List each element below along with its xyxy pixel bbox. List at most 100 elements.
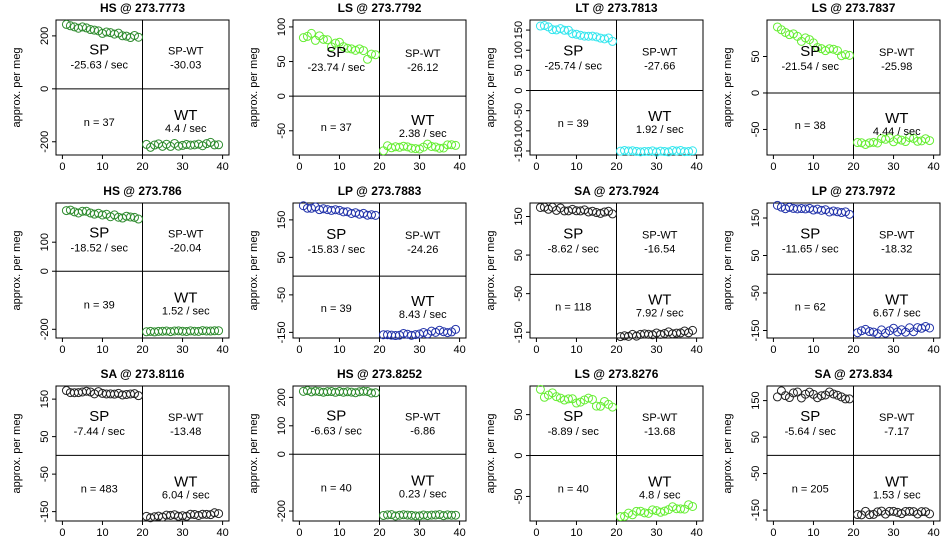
x-tick-label: 20 [136,161,148,173]
x-tick-label: 20 [610,344,622,356]
sp-point [563,394,573,404]
sp-label: SP [800,408,820,425]
x-tick-label: 30 [650,161,662,173]
y-axis-label: approx. per meg [722,230,734,310]
wt-point [917,507,927,517]
x-tick-label: 30 [887,527,899,539]
wt-rate: 4.8 / sec [639,489,681,501]
y-axis-label: approx. per meg [485,230,497,310]
y-tick-label: -150 [276,321,288,343]
sp-point [607,209,617,219]
x-tick-label: 0 [533,527,539,539]
y-tick-label: 150 [513,207,525,225]
y-axis-label: approx. per meg [722,47,734,127]
wt-point [451,324,461,334]
chart-title: LS @ 273.7792 [338,1,422,15]
sp-wt-value: -13.68 [644,426,675,438]
y-tick-label: -150 [750,499,762,521]
sp-rate: -7.44 / sec [74,426,126,438]
x-tick-label: 30 [650,344,662,356]
y-tick-label: 150 [513,21,525,39]
y-tick-label: 50 [750,50,762,62]
y-axis-label: approx. per meg [11,230,23,310]
wt-point [865,510,875,520]
wt-point [676,504,686,514]
wt-label: WT [411,473,434,490]
sp-point [800,33,810,43]
sp-wt-label: SP-WT [642,230,678,242]
x-tick-label: 10 [807,161,819,173]
wt-point [861,139,871,149]
y-tick-label: 150 [39,390,51,408]
x-tick-label: 0 [770,161,776,173]
sp-point [844,50,854,60]
wt-point [443,328,453,338]
wt-point [656,507,666,517]
sp-wt-value: -25.98 [881,61,912,73]
x-tick-label: 0 [59,527,65,539]
y-tick-label: -50 [276,287,288,303]
sp-point [366,388,376,398]
x-tick-label: 40 [453,344,465,356]
y-tick-label: 0 [39,86,51,92]
y-tick-label: -50 [39,466,51,482]
wt-point [925,323,935,333]
y-tick-label: 50 [276,251,288,263]
x-tick-label: 30 [887,344,899,356]
x-tick-label: 0 [533,344,539,356]
sp-rate: -8.89 / sec [548,426,600,438]
sp-wt-value: -26.12 [407,62,438,74]
wt-point [905,506,915,516]
wt-point [853,510,863,520]
chart-svg: HS @ 273.7773 approx. per meg 0 10 20 30 40 -20… [11,1,230,173]
sp-point [607,36,617,46]
wt-point [921,134,931,144]
sp-point [370,388,380,398]
wt-rate: 1.53 / sec [873,489,921,501]
x-tick-label: 10 [96,161,108,173]
sp-point [780,391,790,401]
sp-point [93,387,103,397]
n-count: n = 40 [558,483,589,495]
x-tick-label: 0 [296,161,302,173]
sp-point [330,38,340,48]
x-tick-label: 40 [927,527,939,539]
wt-point [688,325,698,335]
sp-rate: -8.62 / sec [548,244,600,256]
y-tick-label: 50 [513,249,525,261]
sp-point [338,42,348,52]
sp-point [591,401,601,411]
wt-point [447,140,457,150]
chart-panel-6: LP @ 273.7883 approx. per meg 0 10 20 30 40 -15… [237,183,474,366]
chart-title: SA @ 273.834 [815,367,893,381]
sp-wt-label: SP-WT [405,412,441,424]
wt-point [660,506,670,516]
chart-title: LP @ 273.7883 [338,184,422,198]
chart-title: HS @ 273.8252 [337,367,422,381]
sp-label: SP [326,44,346,61]
sp-rate: -23.74 / sec [308,62,366,74]
wt-point [210,326,220,336]
sp-point [101,27,111,37]
wt-point [897,135,907,145]
x-tick-label: 10 [333,527,345,539]
wt-label: WT [885,292,908,309]
wt-label: WT [411,293,434,310]
chart-panel-8: LP @ 273.7972 approx. per meg 0 10 20 30 40 -15… [711,183,948,366]
sp-point [828,389,838,399]
y-tick-label: -150 [750,319,762,341]
sp-point [81,23,91,33]
x-tick-label: 20 [373,527,385,539]
sp-point [535,384,545,394]
sp-label: SP [326,408,346,425]
y-tick-label: 50 [513,64,525,76]
wt-point [893,134,903,144]
x-tick-label: 10 [96,527,108,539]
wt-rate: 0.23 / sec [399,489,447,501]
y-tick-label: -100 [513,120,525,142]
sp-wt-value: -30.03 [170,60,201,72]
sp-wt-label: SP-WT [168,229,204,241]
sp-point [358,46,368,56]
chart-svg: SA @ 273.834 approx. per meg 0 10 20 30 40 -150… [722,367,941,539]
y-tick-label: -150 [39,501,51,523]
